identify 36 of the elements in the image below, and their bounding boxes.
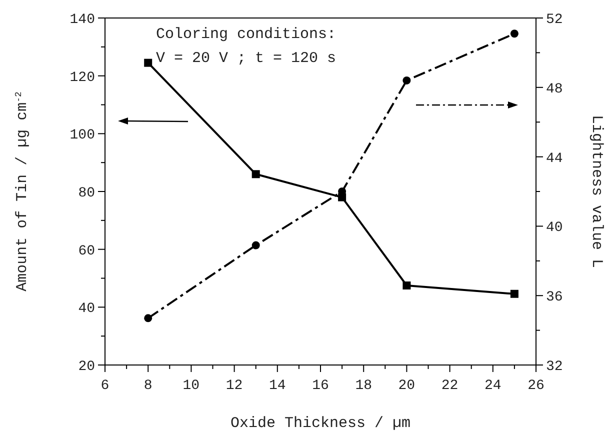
- y2-tick-label: 44: [546, 150, 563, 167]
- x-tick-label: 20: [398, 378, 416, 394]
- x-tick-label: 10: [182, 378, 200, 394]
- x-tick-label: 12: [226, 378, 243, 394]
- point: [144, 314, 152, 322]
- y-tick-label: 20: [78, 359, 95, 375]
- y2-tick-label: 48: [546, 81, 563, 98]
- x-tick-label: 14: [268, 378, 286, 394]
- x-tick-label: 26: [528, 378, 544, 394]
- y-tick-label: 80: [78, 186, 95, 202]
- point: [402, 76, 411, 84]
- x-axis-title: Oxide Thickness / µm: [230, 415, 411, 431]
- x-tick-label: 6: [100, 378, 110, 394]
- annotation: Coloring conditions:: [156, 26, 336, 43]
- point: [144, 58, 152, 67]
- point: [510, 290, 518, 298]
- x-tick-label: 22: [441, 378, 458, 394]
- y-tick-label: 60: [78, 243, 95, 260]
- y-tick-label: 120: [70, 70, 95, 86]
- point: [252, 170, 260, 178]
- y-tick-label: 140: [70, 12, 95, 28]
- x-tick-label: 16: [312, 378, 329, 394]
- y-tick-label: 40: [78, 301, 95, 318]
- point: [252, 241, 260, 250]
- x-tick-label: 24: [484, 378, 502, 394]
- y2-tick-label: 32: [546, 359, 563, 375]
- y-tick-label: 100: [70, 128, 95, 144]
- y2-axis-title: Lightness value L: [588, 114, 605, 268]
- y2-tick-label: 52: [546, 12, 563, 28]
- x-tick-label: 18: [355, 378, 372, 394]
- y2-tick-label: 40: [546, 220, 563, 236]
- annotation: V = 20 V ; t = 120 s: [156, 50, 336, 67]
- x-tick-label: 8: [144, 378, 152, 394]
- point: [402, 281, 411, 290]
- y2-tick-label: 36: [546, 290, 563, 306]
- point: [510, 30, 518, 38]
